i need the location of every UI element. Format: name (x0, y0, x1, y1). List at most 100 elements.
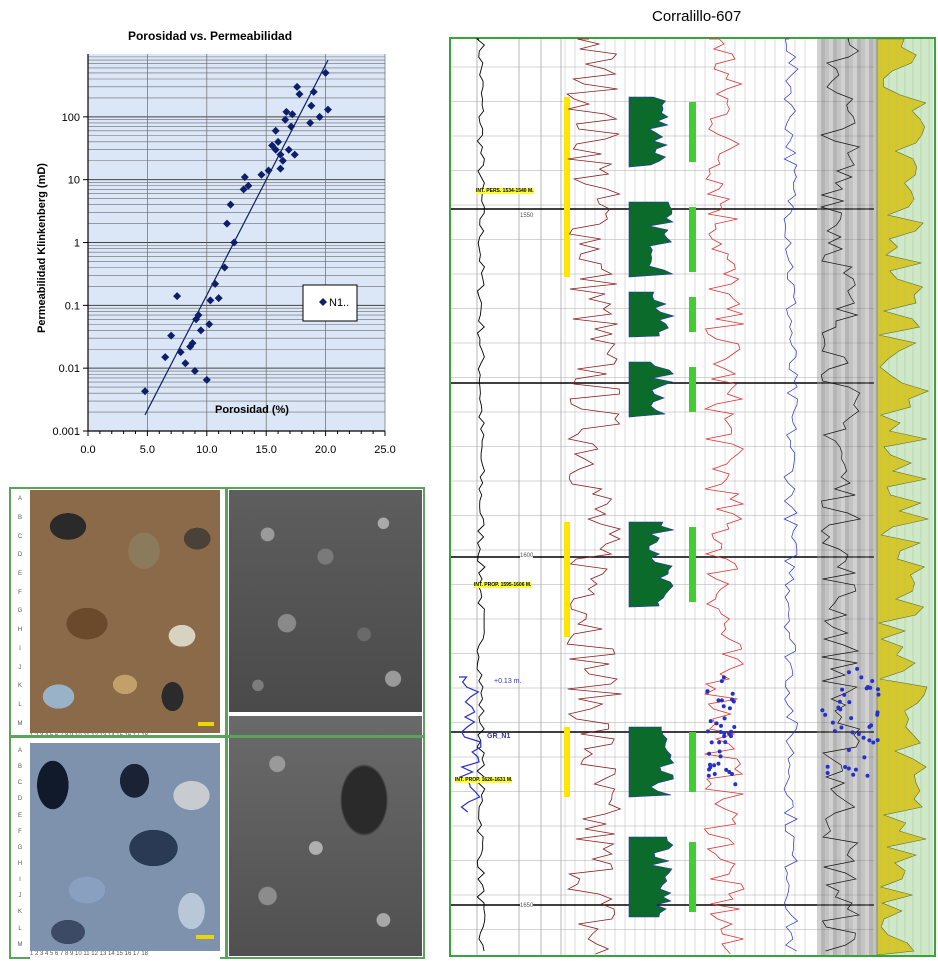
data-dot (718, 749, 722, 753)
ruler-letter: C (18, 534, 22, 540)
data-dot (710, 740, 714, 744)
data-dot (708, 763, 712, 767)
ruler-letter: B (18, 764, 22, 770)
ruler-letter: F (18, 829, 22, 835)
ruler-letter: K (18, 909, 22, 915)
data-dot (876, 738, 880, 742)
y-axis-label: Permeabilidad Klinkenberg (mD) (36, 163, 48, 333)
data-dot (850, 730, 854, 734)
data-dot (855, 667, 859, 671)
interval-label-1: INT. PERS. 1534-1540 M. (476, 188, 534, 194)
ruler-letter: E (18, 571, 22, 577)
data-dot (707, 752, 711, 756)
ruler-letter: J (19, 665, 22, 671)
y-tick-label: 0.1 (65, 300, 80, 312)
photo-divider-vertical (225, 487, 228, 959)
data-dot (722, 675, 726, 679)
gray-column (817, 39, 821, 955)
gray-column (865, 39, 869, 955)
data-dot (865, 774, 869, 778)
data-dot (731, 692, 735, 696)
data-dot (712, 763, 716, 767)
data-dot (720, 679, 724, 683)
thin-section-photo-1 (30, 490, 220, 733)
ruler-letter: L (18, 702, 21, 708)
data-dot (843, 765, 847, 769)
ruler-letter: M (18, 942, 23, 948)
data-dot (709, 719, 713, 723)
interval-bar (564, 522, 570, 637)
data-dot (820, 708, 824, 712)
data-dot (706, 729, 710, 733)
data-dot (833, 729, 837, 733)
data-dot (729, 730, 733, 734)
photo-divider-horizontal-left (9, 735, 425, 738)
data-dot (719, 724, 723, 728)
data-dot (733, 782, 737, 786)
data-dot (840, 688, 844, 692)
data-dot (854, 768, 858, 772)
ruler-letter: M (18, 721, 23, 727)
data-dot (838, 700, 842, 704)
ruler-letter: D (18, 796, 22, 802)
data-dot (713, 772, 717, 776)
scale-bar-2 (196, 935, 214, 939)
data-dot (842, 693, 846, 697)
data-dot (857, 732, 861, 736)
ruler-letter: F (18, 590, 22, 596)
data-dot (715, 721, 719, 725)
scale-bar-1 (198, 722, 214, 726)
x-tick-label: 10.0 (196, 444, 217, 456)
data-dot (847, 670, 851, 674)
data-dot (716, 762, 720, 766)
data-dot (875, 713, 879, 717)
gray-column (857, 39, 861, 955)
flag-bar (689, 527, 696, 602)
flag-bar (689, 732, 696, 792)
data-dot (866, 685, 870, 689)
legend-label: N1.. (329, 297, 349, 309)
data-dot (716, 698, 720, 702)
data-dot (728, 706, 732, 710)
x-tick-label: 25.0 (374, 444, 395, 456)
data-dot (719, 730, 723, 734)
gray-column (833, 39, 837, 955)
gray-column (837, 39, 841, 955)
data-dot (876, 693, 880, 697)
data-dot (847, 700, 851, 704)
data-dot (722, 704, 726, 708)
annotation-gr-n1: GR_N1 (487, 733, 510, 740)
interval-bar (564, 97, 570, 277)
data-dot (732, 725, 736, 729)
data-dot (707, 774, 711, 778)
data-dot (849, 716, 853, 720)
x-tick-label: 15.0 (255, 444, 276, 456)
interval-label-3: INT. PROP. 1626-1631 M. (455, 777, 512, 783)
data-dot (732, 700, 736, 704)
ruler-letter: I (19, 646, 21, 652)
data-dot (869, 723, 873, 727)
ruler-letter: L (18, 926, 21, 932)
data-dot (862, 755, 866, 759)
data-dot (705, 690, 709, 694)
ruler-letter: H (18, 861, 22, 867)
well-log-title: Corralillo-607 (652, 8, 741, 25)
flag-bar (689, 297, 696, 332)
ruler-letter: A (18, 748, 22, 754)
data-dot (867, 738, 871, 742)
data-dot (851, 773, 855, 777)
data-dot (839, 725, 843, 729)
data-dot (870, 679, 874, 683)
ruler-letter: K (18, 683, 22, 689)
data-dot (723, 740, 727, 744)
ruler-letter: B (18, 515, 22, 521)
data-dot (836, 705, 840, 709)
photo-1-letter-ruler: A B C D E F G H I J K L M (11, 490, 29, 733)
x-tick-label: 5.0 (140, 444, 155, 456)
flag-bar (689, 207, 696, 272)
data-dot (862, 736, 866, 740)
data-dot (730, 772, 734, 776)
ruler-letter: E (18, 813, 22, 819)
x-tick-label: 20.0 (315, 444, 336, 456)
x-axis-label: Porosidad (%) (215, 404, 289, 416)
